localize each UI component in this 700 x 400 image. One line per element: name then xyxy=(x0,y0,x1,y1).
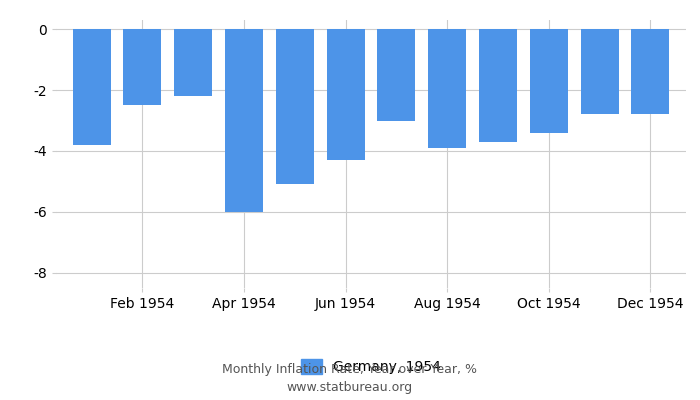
Bar xyxy=(326,29,365,160)
Bar xyxy=(479,29,517,142)
Bar xyxy=(428,29,466,148)
Bar xyxy=(73,29,111,145)
Bar xyxy=(530,29,568,133)
Bar xyxy=(174,29,212,96)
Bar xyxy=(377,29,416,120)
Bar xyxy=(631,29,669,114)
Bar xyxy=(580,29,619,114)
Text: Monthly Inflation Rate, Year over Year, %: Monthly Inflation Rate, Year over Year, … xyxy=(223,364,477,376)
Bar xyxy=(276,29,314,184)
Legend: Germany, 1954: Germany, 1954 xyxy=(295,354,447,380)
Bar xyxy=(225,29,263,212)
Bar xyxy=(123,29,162,105)
Text: www.statbureau.org: www.statbureau.org xyxy=(287,382,413,394)
